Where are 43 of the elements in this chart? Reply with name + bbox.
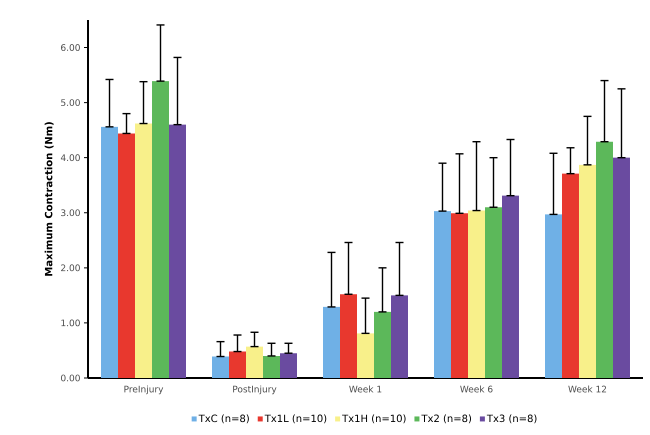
bar — [374, 312, 391, 378]
bar — [468, 210, 485, 378]
bar — [263, 356, 280, 378]
x-tick-label: Week 12 — [568, 386, 606, 392]
x-tick-label: PreInjury — [124, 386, 164, 394]
y-tick-label: 5.00 — [61, 99, 80, 106]
bar — [152, 81, 170, 378]
bar — [544, 214, 562, 378]
bar — [484, 207, 502, 378]
bar — [135, 124, 152, 378]
bar — [280, 353, 297, 378]
bar — [562, 174, 579, 378]
y-tick-label: 6.00 — [61, 44, 80, 51]
legend-label: TxC (n=8) — [198, 414, 249, 424]
bar — [246, 346, 264, 378]
legend-label: Tx3 (n=8) — [486, 414, 536, 424]
bar — [229, 352, 246, 378]
bar — [118, 133, 136, 378]
x-tick-label: Week 6 — [460, 386, 493, 392]
y-tick-label: 2.00 — [61, 264, 80, 272]
y-tick-label: 0.00 — [61, 374, 80, 382]
legend-label: Tx1L (n=10) — [264, 414, 326, 424]
bar — [323, 306, 340, 378]
y-tick-label: 3.00 — [61, 209, 80, 216]
bar — [357, 333, 374, 378]
y-tick-label: 1.00 — [61, 320, 80, 326]
legend-label: Tx1H (n=10) — [342, 414, 406, 424]
x-tick-label: PostInjury — [233, 386, 276, 394]
x-tick-label: Week 1 — [349, 386, 382, 392]
bar — [502, 196, 519, 378]
bar — [578, 164, 596, 378]
bar — [596, 142, 613, 378]
bar — [391, 295, 408, 378]
legend-label: Tx2 (n=8) — [421, 414, 472, 424]
bar — [101, 126, 118, 378]
bar — [451, 213, 468, 378]
bar — [434, 211, 451, 378]
y-axis-title: Maximum Contraction (Nm) — [44, 122, 54, 276]
bar — [212, 356, 230, 378]
y-tick-label: 4.00 — [60, 154, 80, 162]
bar — [612, 158, 630, 378]
bar — [169, 124, 186, 378]
bar — [340, 294, 357, 378]
